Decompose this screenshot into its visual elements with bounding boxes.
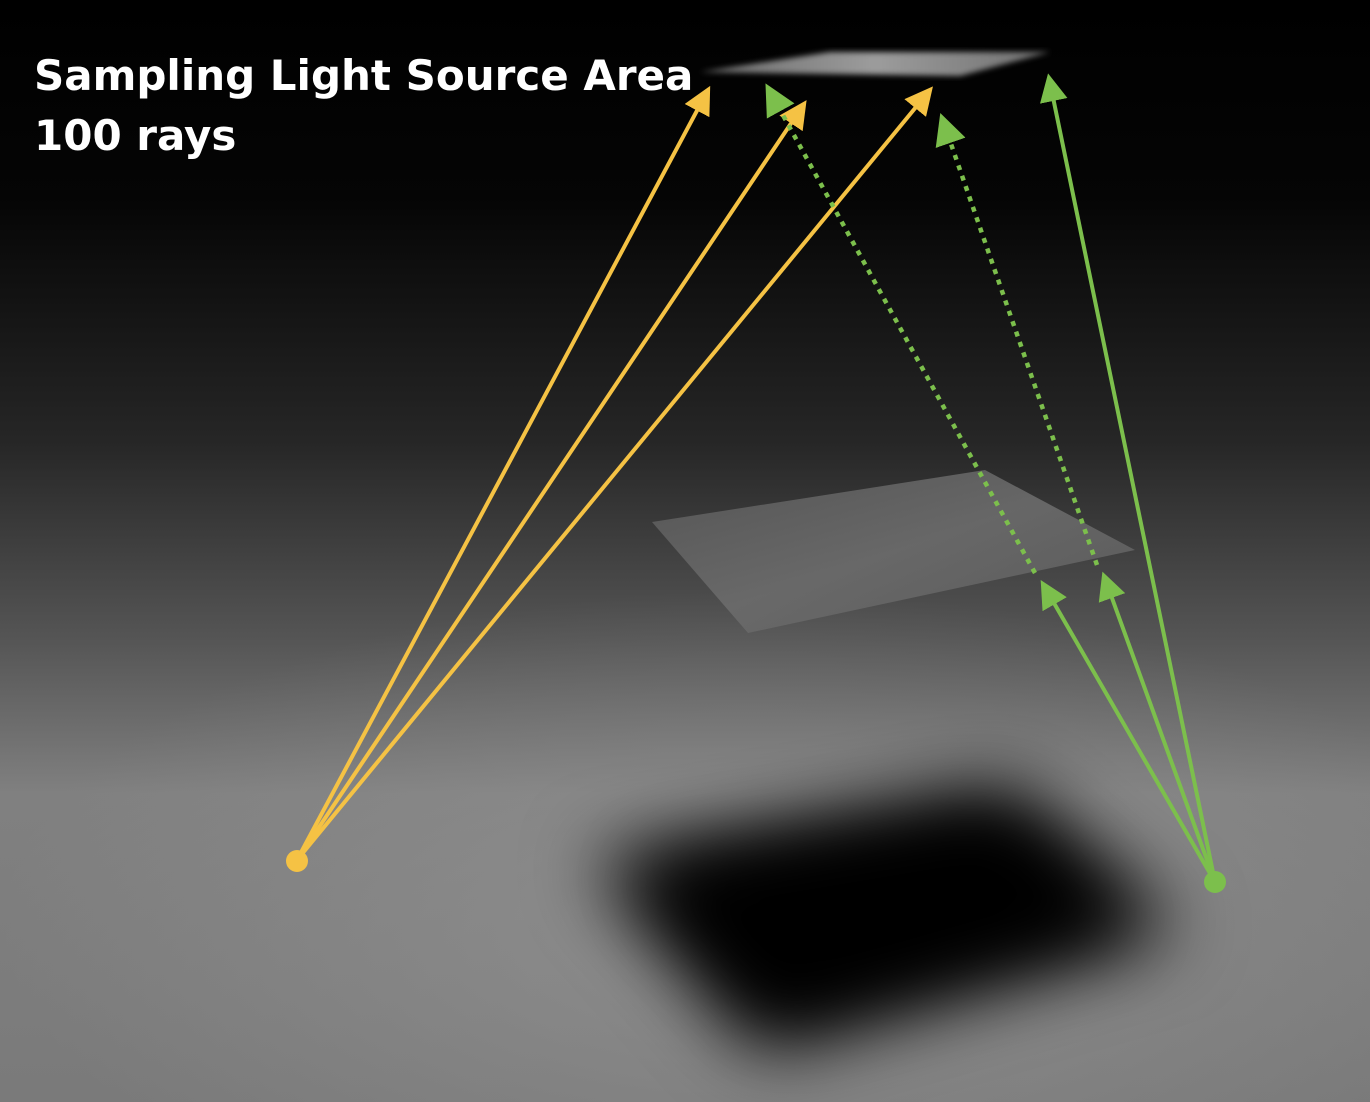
green-ray-unblocked <box>1040 73 1217 883</box>
title-block: Sampling Light Source Area 100 rays <box>34 46 693 166</box>
green-rays <box>765 73 1226 893</box>
green-ray-blocked-2 <box>1098 571 1217 883</box>
ray-count-label: 100 rays <box>34 111 237 160</box>
green-ray-blocked-1 <box>1040 579 1217 883</box>
green-dotted-ray-1 <box>765 83 1037 575</box>
area-light-source <box>700 52 1050 76</box>
title-heading: Sampling Light Source Area <box>34 51 694 100</box>
yellow-sample-point <box>286 850 308 872</box>
shadow-core <box>640 810 1130 1020</box>
floor-glow <box>0 500 1370 1102</box>
green-sample-point <box>1204 871 1226 893</box>
green-dotted-ray-2 <box>935 113 1100 566</box>
occluder-plane <box>652 470 1135 633</box>
yellow-rays <box>286 85 933 872</box>
yellow-ray-1 <box>295 85 711 861</box>
yellow-ray-2 <box>295 100 807 862</box>
yellow-ray-3 <box>295 86 933 862</box>
